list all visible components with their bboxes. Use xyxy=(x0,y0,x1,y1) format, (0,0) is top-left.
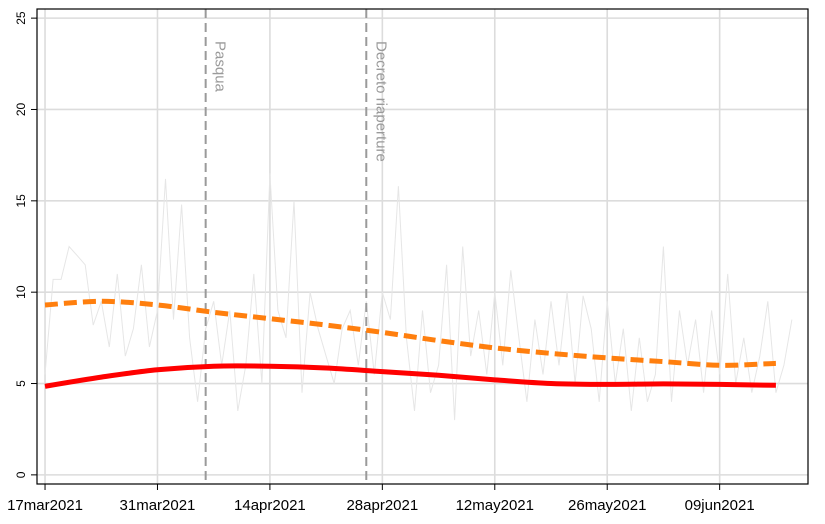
annotations-layer: Pasqua Decreto riaperture xyxy=(204,9,389,484)
raw-series-layer xyxy=(44,173,793,421)
x-tick-label: 28apr2021 xyxy=(346,497,418,514)
y-tick-label: 15 xyxy=(14,194,28,208)
y-tick-label: 5 xyxy=(14,380,28,387)
gridlines xyxy=(37,9,808,484)
smoothed-series-layer xyxy=(44,298,776,389)
x-tick-label: 09jun2021 xyxy=(685,497,755,514)
x-tick-label: 17mar2021 xyxy=(7,497,83,514)
y-tick-label: 10 xyxy=(14,285,28,299)
y-tick-label: 25 xyxy=(14,11,28,25)
annotation-label: Pasqua xyxy=(212,41,229,93)
x-tick-label: 31mar2021 xyxy=(120,497,196,514)
y-tick-label: 0 xyxy=(14,471,28,478)
solid-smooth-line xyxy=(44,363,776,389)
plot-frame xyxy=(36,8,809,485)
dashed-smooth-line xyxy=(44,298,776,368)
y-tick-label: 20 xyxy=(14,102,28,116)
x-tick-label: 26may2021 xyxy=(568,497,646,514)
x-tick-label: 12may2021 xyxy=(456,497,534,514)
raw-data-line xyxy=(44,173,793,421)
axes: 0 5 10 15 20 25 17mar2021 31mar2021 14apr2021 28a… xyxy=(7,11,755,514)
x-tick-label: 14apr2021 xyxy=(234,497,306,514)
annotation-label: Decreto riaperture xyxy=(372,41,389,162)
